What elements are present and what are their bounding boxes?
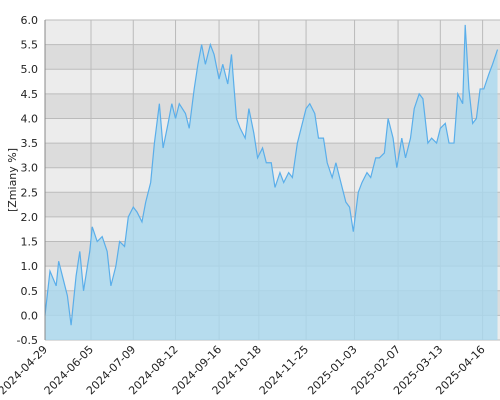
- y-tick-label: 2.0: [21, 211, 39, 224]
- line: [44, 24, 499, 326]
- band: [45, 44, 500, 70]
- y-tick-label: 6.0: [21, 14, 39, 27]
- band: [45, 69, 500, 94]
- y-tick-label: 0.5: [21, 285, 39, 298]
- x-tick-label: 2024-11-25: [257, 343, 311, 397]
- y-tick-label: 4.5: [21, 88, 39, 101]
- y-tick-label: 5.0: [21, 63, 39, 76]
- band: [45, 20, 500, 45]
- y-tick-label: 3.5: [21, 137, 39, 150]
- area-fill: [45, 24, 498, 341]
- band: [45, 93, 500, 119]
- y-tick-label: 4.0: [21, 112, 39, 125]
- y-tick-label: 5.5: [21, 39, 39, 52]
- y-tick-label: 3.0: [21, 162, 39, 175]
- y-tick-label: 0.0: [21, 309, 39, 322]
- y-axis-label: [Zmiany %]: [6, 148, 19, 212]
- y-tick-label: -0.5: [17, 334, 38, 347]
- y-tick-label: 1.5: [21, 236, 39, 249]
- y-tick-label: 1.0: [21, 260, 39, 273]
- y-tick-label: 2.5: [21, 186, 39, 199]
